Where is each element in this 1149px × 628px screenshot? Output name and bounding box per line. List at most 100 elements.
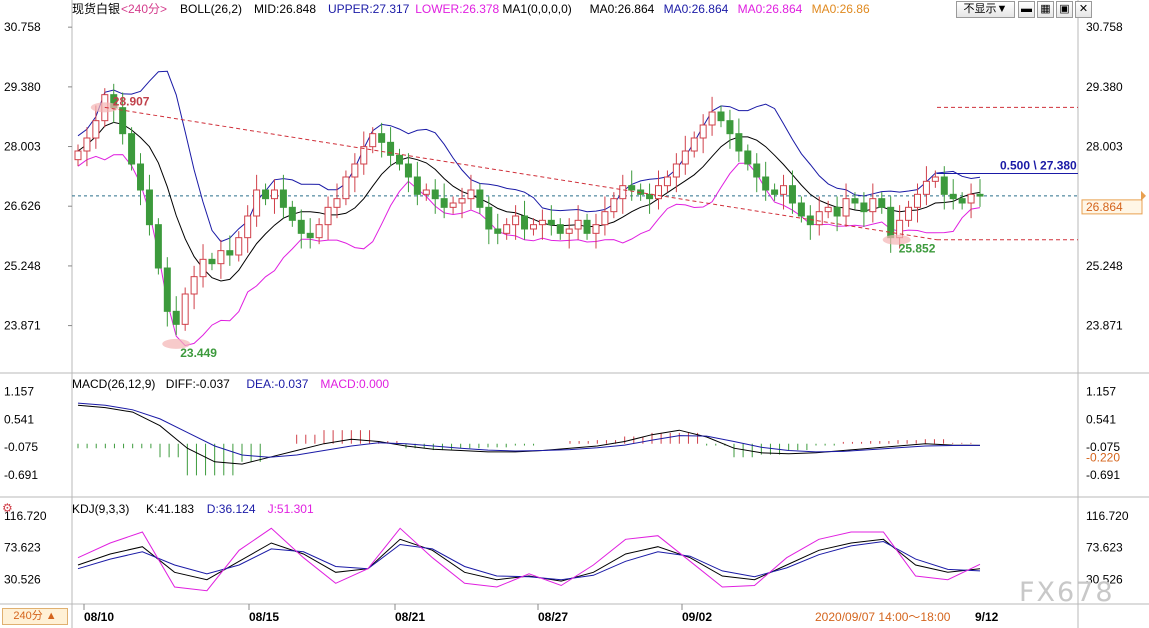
kdj-tick-label-left: 30.526 (4, 572, 41, 586)
candle-body (279, 189, 287, 208)
candle-body (547, 219, 555, 226)
candle-body (610, 198, 618, 213)
candle-body (788, 185, 796, 204)
period-selector-button[interactable]: 240分 ▲ (2, 608, 68, 625)
candle-body (342, 176, 350, 200)
candle-body (762, 176, 770, 191)
price-legend-item: MA0:26.864 (664, 2, 729, 16)
macd-tick-label-left: 1.157 (4, 384, 34, 398)
candle-body (797, 202, 805, 217)
candle-body (217, 250, 225, 265)
candle-body (154, 224, 162, 269)
hide-indicator-dropdown[interactable]: 不显示▼ (956, 1, 1015, 18)
low-right-annotation: 25.852 (899, 242, 936, 256)
candle-body (431, 189, 439, 200)
candle-body (369, 133, 377, 148)
candle-body (887, 206, 895, 239)
candle-body (503, 224, 511, 234)
price-legend: BOLL(26,2) MID:26.848 UPPER:27.317 LOWER:26… (180, 2, 870, 16)
candle-body (458, 198, 466, 204)
minimize-button[interactable]: ▬ (1018, 1, 1035, 18)
chart-annotations: 28.907 23.449 25.852 0.500 \ 27.380 (90, 94, 1078, 360)
kdj-tick-label-left: 116.720 (4, 509, 47, 523)
candle-body (842, 198, 850, 217)
candle-body (628, 185, 636, 191)
kdj-d-line (77, 540, 981, 581)
candle-body (646, 193, 654, 200)
candle-body (244, 215, 252, 239)
price-tick-label-left: 29.380 (4, 80, 41, 94)
candle-body (601, 211, 609, 226)
boll-mid-line (77, 121, 981, 282)
candle-body (913, 193, 921, 208)
candle-body (565, 228, 573, 234)
price-legend-item: MA1(0,0,0,0) (502, 2, 571, 16)
candle-body (538, 219, 546, 226)
price-tick-label-right: 28.003 (1086, 140, 1123, 154)
candle-body (422, 189, 430, 195)
macd-dea-line (77, 402, 981, 458)
candlesticks (74, 83, 984, 336)
candle-body (253, 189, 261, 217)
low-left-marker (162, 338, 191, 349)
candle-body (476, 189, 484, 208)
candle-body (931, 176, 939, 182)
candle-body (288, 206, 296, 221)
status-suffix: 9/12 (975, 610, 999, 624)
candle-body (413, 176, 421, 195)
time-label: 08/10 (84, 610, 114, 624)
candle-body (387, 141, 395, 156)
candle-body (851, 198, 859, 204)
price-legend-item: BOLL(26,2) (180, 2, 242, 16)
macd-axis: 1.157 1.157 0.541 0.541 -0.075 -0.075 -0.691 -0… (4, 384, 1120, 481)
price-tick-label-right: 29.380 (1086, 80, 1123, 94)
price-legend-item: MA0:26.86 (812, 2, 870, 16)
candle-body (199, 258, 207, 278)
candle-body (592, 224, 600, 234)
maximize-button[interactable]: ▣ (1056, 1, 1073, 18)
candle-body (905, 206, 913, 221)
candle-body (360, 146, 368, 165)
price-tick-label-left: 25.248 (4, 259, 41, 273)
candle-body (270, 189, 278, 200)
candle-body (967, 193, 975, 204)
price-tick-label-right: 25.248 (1086, 259, 1123, 273)
price-tick-label-left: 28.003 (4, 140, 41, 154)
candle-body (815, 211, 823, 226)
candle-body (717, 111, 725, 122)
status-text: 2020/09/07 14:00～18:00 (815, 610, 951, 624)
candle-body (529, 224, 537, 230)
price-tick-label-left: 26.626 (4, 199, 41, 213)
price-legend-item: MA0:26.864 (738, 2, 803, 16)
candle-body (163, 267, 171, 312)
candle-body (208, 258, 216, 265)
boll-lower-line (77, 154, 981, 347)
fx678-watermark: FX678 (1019, 577, 1115, 608)
kdj-legend-item: D:36.124 (207, 502, 256, 516)
candle-body (145, 189, 153, 226)
low-left-annotation: 23.449 (180, 346, 217, 360)
candle-body (396, 154, 404, 165)
candle-body (190, 276, 198, 295)
macd-tick-label-left: 0.541 (4, 412, 34, 426)
candle-body (235, 237, 243, 256)
candle-body (485, 206, 493, 230)
candle-body (512, 215, 520, 226)
candle-body (860, 202, 868, 213)
candle-body (681, 150, 689, 165)
macd-lines (77, 402, 981, 465)
candle-body (654, 185, 662, 200)
price-tick-label-left: 30.758 (4, 20, 41, 34)
price-tick-label-left: 23.871 (4, 319, 41, 333)
candle-body (958, 198, 966, 204)
close-button[interactable]: ✕ (1075, 1, 1092, 18)
candle-body (297, 219, 305, 234)
candle-body (521, 215, 529, 230)
price-tick-label-right: 23.871 (1086, 319, 1123, 333)
candle-body (333, 198, 341, 208)
macd-marker-label: -0.220 (1086, 451, 1120, 465)
grid-button[interactable]: ▦ (1037, 1, 1054, 18)
candle-body (663, 176, 671, 187)
candle-body (708, 111, 716, 126)
